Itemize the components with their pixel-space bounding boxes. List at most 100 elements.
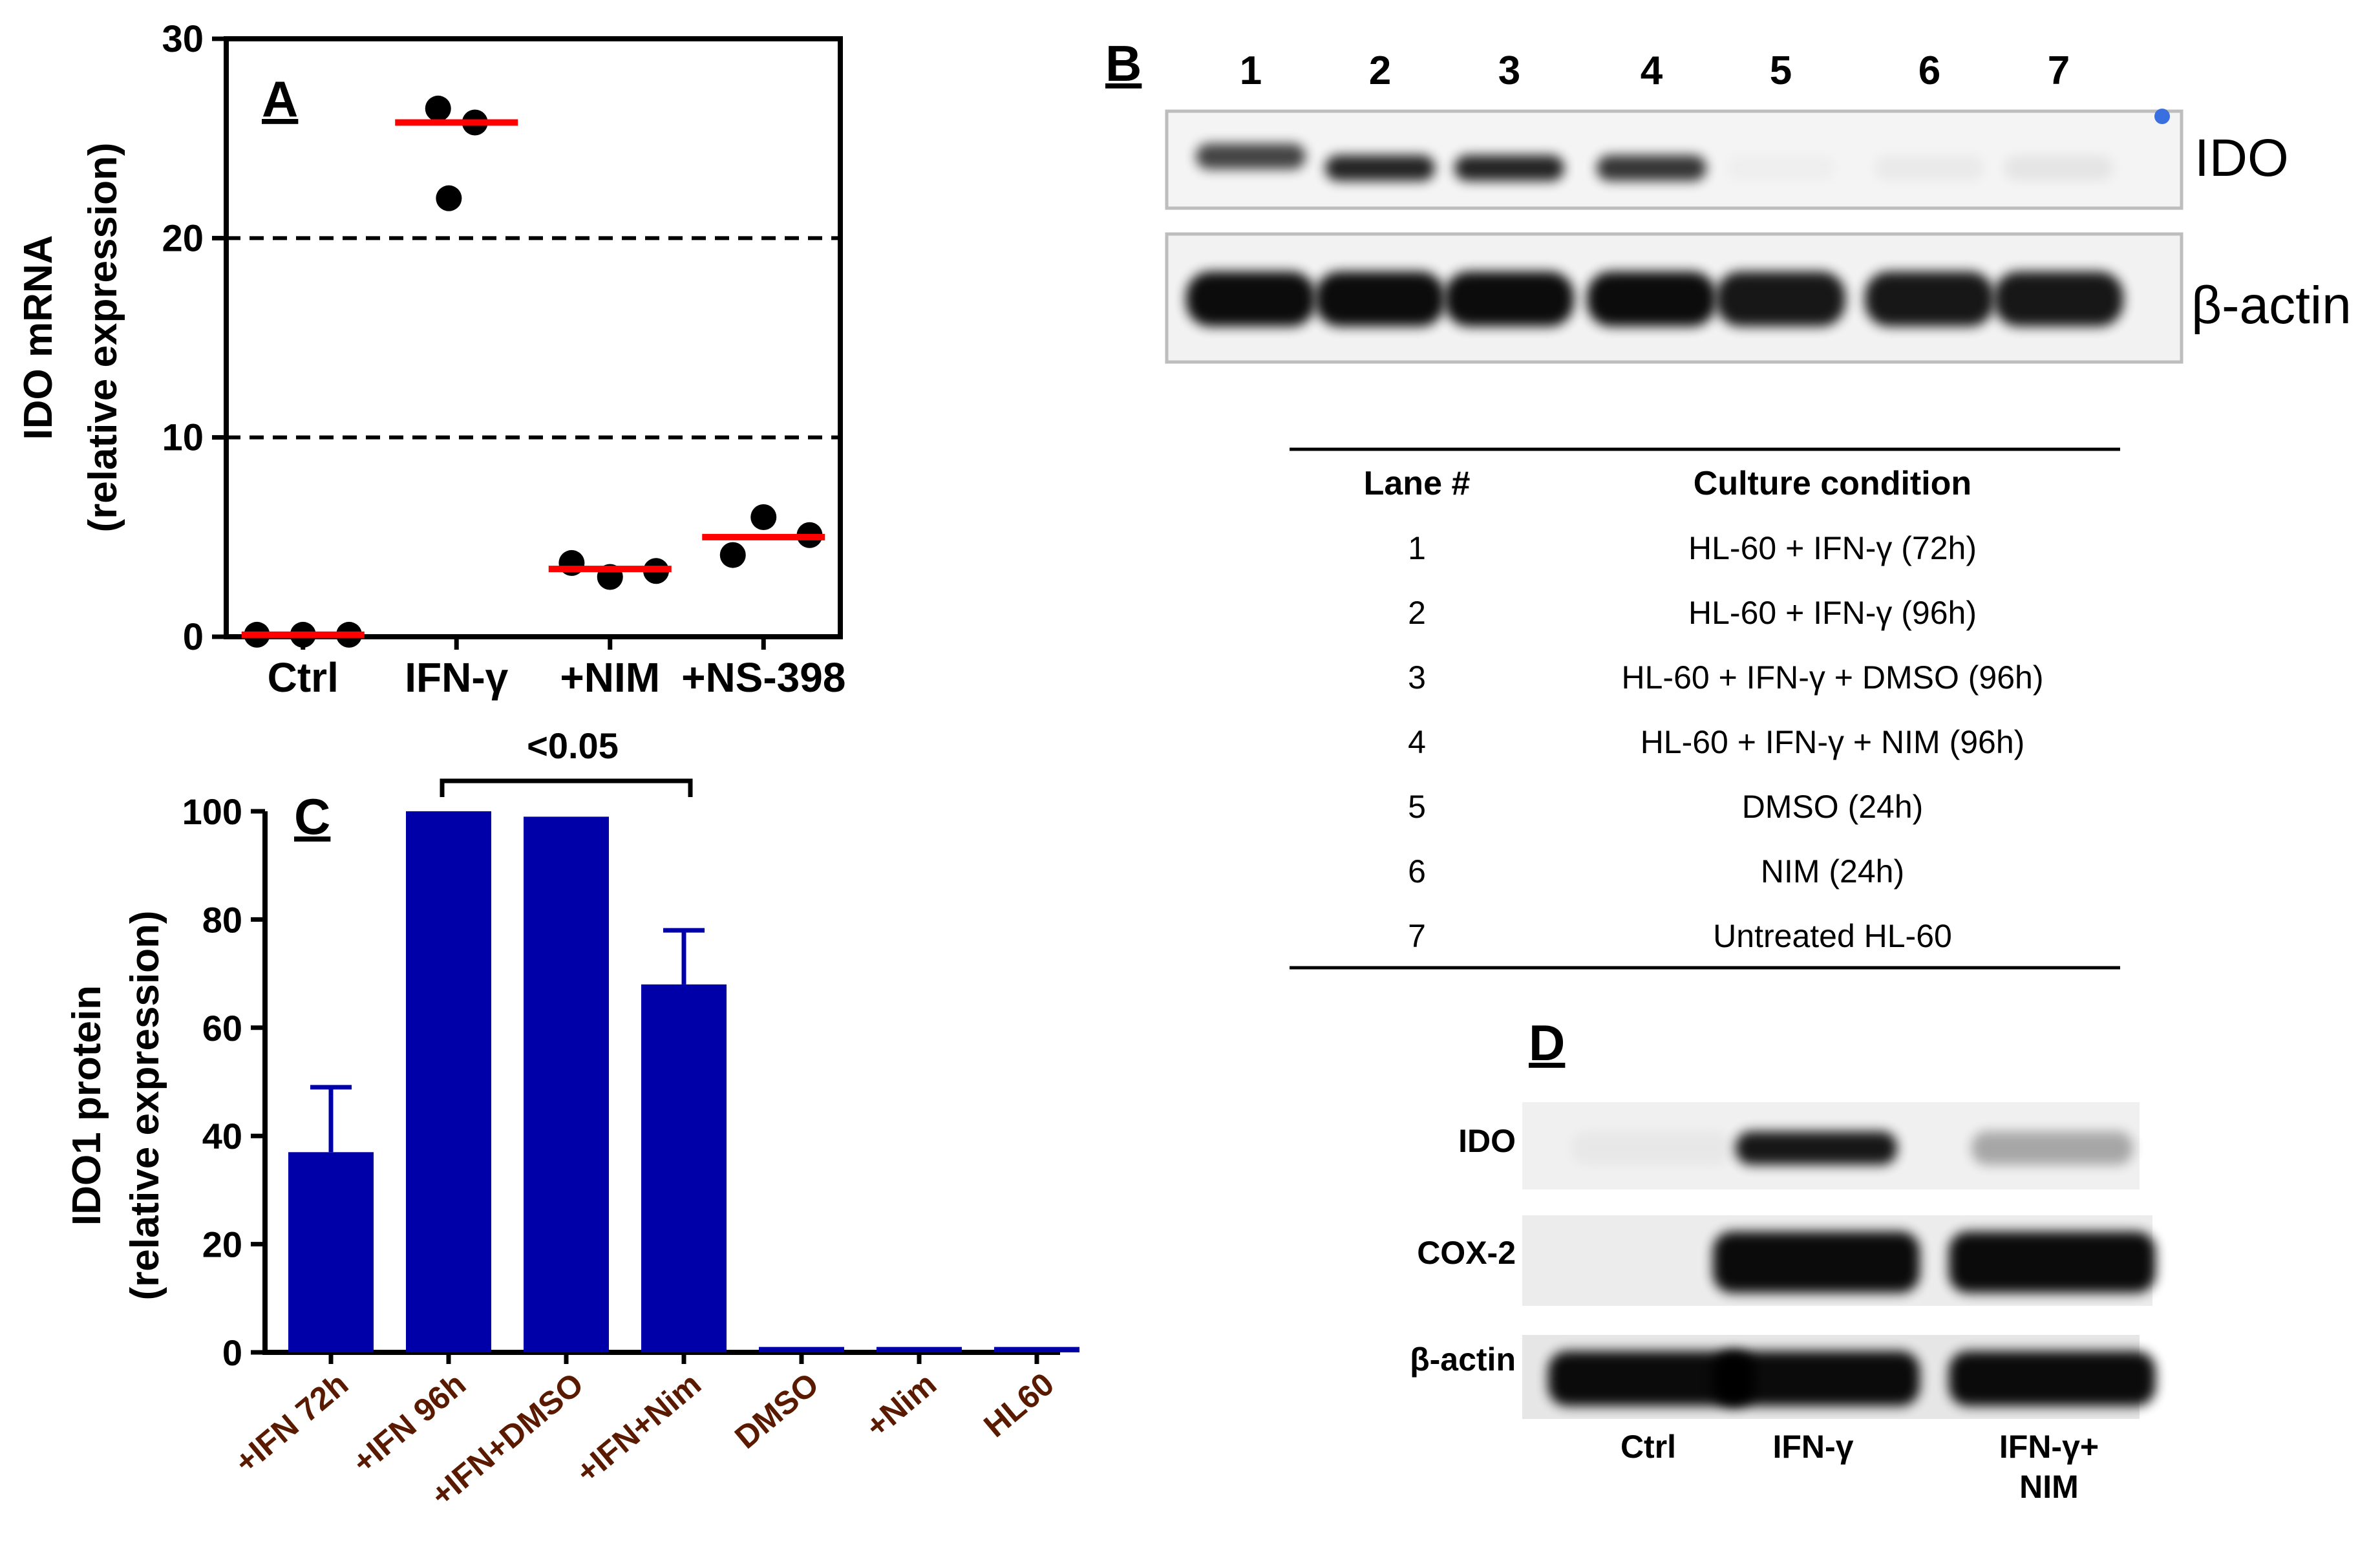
blot-b-lane-number: 1	[1240, 48, 1262, 93]
blot-b-lane-number: 3	[1498, 48, 1520, 93]
blot-d-actin-band	[1713, 1351, 1920, 1406]
panel-a-point	[719, 542, 746, 568]
blot-d-cox2-band	[1949, 1231, 2156, 1293]
table-row-condition: HL-60 + IFN-γ + NIM (96h)	[1641, 724, 2025, 760]
blot-d-cox2-band	[1713, 1231, 1920, 1293]
panel-c-xtick-label: HL60	[977, 1366, 1061, 1444]
panel-a-ytick-label: 20	[162, 217, 204, 259]
panel-a-ylabel-2: (relative expression)	[81, 142, 125, 532]
table-row-condition: DMSO (24h)	[1742, 789, 1924, 825]
blot-d-lane-label: IFN-γ	[1773, 1429, 1854, 1465]
blot-b-ido-band	[1726, 155, 1836, 181]
blot-b-actin-band	[1994, 272, 2123, 326]
blot-b-lane-number: 5	[1770, 48, 1792, 93]
table-row-lane: 5	[1408, 789, 1426, 825]
panel-c-ylabel-2: (relative expression)	[123, 910, 167, 1300]
blot-d-ido-band	[1736, 1131, 1897, 1165]
panel-d: D IDO COX-2 β-actin Ctrl IFN-γ IFN-γ+ NIM	[1410, 1014, 2156, 1505]
panel-c-bar	[524, 816, 609, 1352]
panel-c-xtick-label: +IFN 72h	[228, 1366, 355, 1481]
blot-d-actin-band	[1949, 1351, 2156, 1406]
panel-c-ytick-label: 60	[202, 1008, 242, 1049]
panel-c-ytick-label: 80	[202, 899, 242, 940]
blot-b-lane-number: 2	[1369, 48, 1391, 93]
panel-c-bar	[288, 1152, 374, 1352]
blot-b-actin-band	[1315, 272, 1445, 326]
panel-b: B 1 2 3 4 5 6 7 IDO β-actin Lane # Culture con…	[1105, 35, 2352, 970]
panel-a-letter: A	[262, 70, 298, 127]
blot-b-lane-number: 7	[2048, 48, 2070, 93]
blot-d-lane-label: IFN-γ+ NIM	[1999, 1429, 2099, 1505]
table-row-lane: 6	[1408, 853, 1426, 890]
table-row-lane: 7	[1408, 918, 1426, 954]
panel-c-xtick-label: +Nim	[858, 1366, 943, 1445]
blot-b-ido-band	[1196, 144, 1306, 169]
blot-b-ido-band	[1875, 155, 1984, 181]
blot-b-ido-band	[1325, 155, 1435, 181]
panel-a-point	[436, 185, 462, 211]
table-row-condition: HL-60 + IFN-γ (72h)	[1688, 530, 1977, 566]
blot-b-ido-band	[2004, 155, 2114, 181]
table-row-condition: HL-60 + IFN-γ + DMSO (96h)	[1622, 659, 2044, 696]
panel-a-xtick-label: Ctrl	[268, 654, 339, 701]
blot-b-actin-band	[1865, 272, 1994, 326]
panel-c-xtick-label: +IFN+Nim	[569, 1366, 708, 1491]
blot-d-lane-label: Ctrl	[1620, 1429, 1676, 1465]
panel-d-letter: D	[1529, 1014, 1565, 1071]
blot-d-label-ido: IDO	[1458, 1123, 1516, 1159]
blot-b-lane-number: 6	[1918, 48, 1940, 93]
table-header-condition: Culture condition	[1694, 465, 1971, 502]
panel-a-point	[425, 95, 451, 122]
panel-c-bar	[641, 984, 727, 1352]
panel-c-ytick-label: 40	[202, 1116, 242, 1156]
panel-a-ylabel: IDO mRNA	[16, 235, 61, 440]
panel-c-letter: C	[294, 788, 330, 845]
blot-b-actin-band	[1587, 272, 1716, 326]
panel-a-ytick-label: 10	[162, 417, 204, 459]
blot-b-actin-band	[1186, 272, 1315, 326]
panel-a-frame	[224, 36, 843, 639]
panel-a-xtick-label: +NIM	[560, 654, 660, 701]
panel-c-ytick-label: 20	[202, 1224, 242, 1265]
panel-c-bar	[759, 1347, 844, 1352]
panel-c-significance-label: <0.05	[527, 725, 619, 766]
table-row-lane: 3	[1408, 659, 1426, 696]
panel-a-ytick-label: 30	[162, 18, 204, 60]
table-row-lane: 2	[1408, 595, 1426, 631]
blot-d-actin-band	[1548, 1351, 1755, 1406]
blot-b-lane-number: 4	[1641, 48, 1663, 93]
blot-d-label-cox2: COX-2	[1417, 1235, 1516, 1271]
panel-b-letter: B	[1105, 35, 1142, 92]
panel-a-ytick-label: 0	[183, 616, 204, 658]
panel-a-point	[750, 504, 777, 530]
blot-b-ido-band	[1597, 155, 1706, 181]
blot-b-actin-band	[1716, 272, 1845, 326]
table-row-condition: NIM (24h)	[1761, 853, 1904, 890]
panel-c-ytick-label: 0	[222, 1332, 242, 1373]
panel-c-xtick-label: DMSO	[728, 1366, 825, 1456]
blot-b-actin-band	[1445, 272, 1574, 326]
blot-b-label-ido: IDO	[2194, 129, 2289, 187]
table-row-lane: 1	[1408, 530, 1426, 566]
panel-a-xtick-label: IFN-γ	[405, 654, 508, 701]
table-row-condition: HL-60 + IFN-γ (96h)	[1688, 595, 1977, 631]
blot-d-label-actin: β-actin	[1410, 1341, 1516, 1378]
table-header-lane: Lane #	[1364, 465, 1471, 502]
blot-d-ido-band	[1971, 1131, 2133, 1165]
blot-d-ido-band	[1571, 1131, 1732, 1165]
blot-b-label-actin: β-actin	[2191, 276, 2352, 335]
blot-b-ido-band	[1454, 155, 1564, 181]
table-row-condition: Untreated HL-60	[1713, 918, 1952, 954]
panel-c-significance-bracket	[440, 778, 693, 797]
panel-c-ylabel: IDO1 protein	[65, 985, 109, 1226]
panel-c-ytick-label: 100	[182, 791, 242, 832]
panel-c-bar	[406, 811, 491, 1352]
blot-b-marker-dot	[2154, 109, 2170, 124]
panel-a-xtick-label: +NS-398	[681, 654, 845, 701]
panel-c-bar	[994, 1347, 1079, 1352]
panel-c-bar	[877, 1347, 962, 1352]
table-row-lane: 4	[1408, 724, 1426, 760]
